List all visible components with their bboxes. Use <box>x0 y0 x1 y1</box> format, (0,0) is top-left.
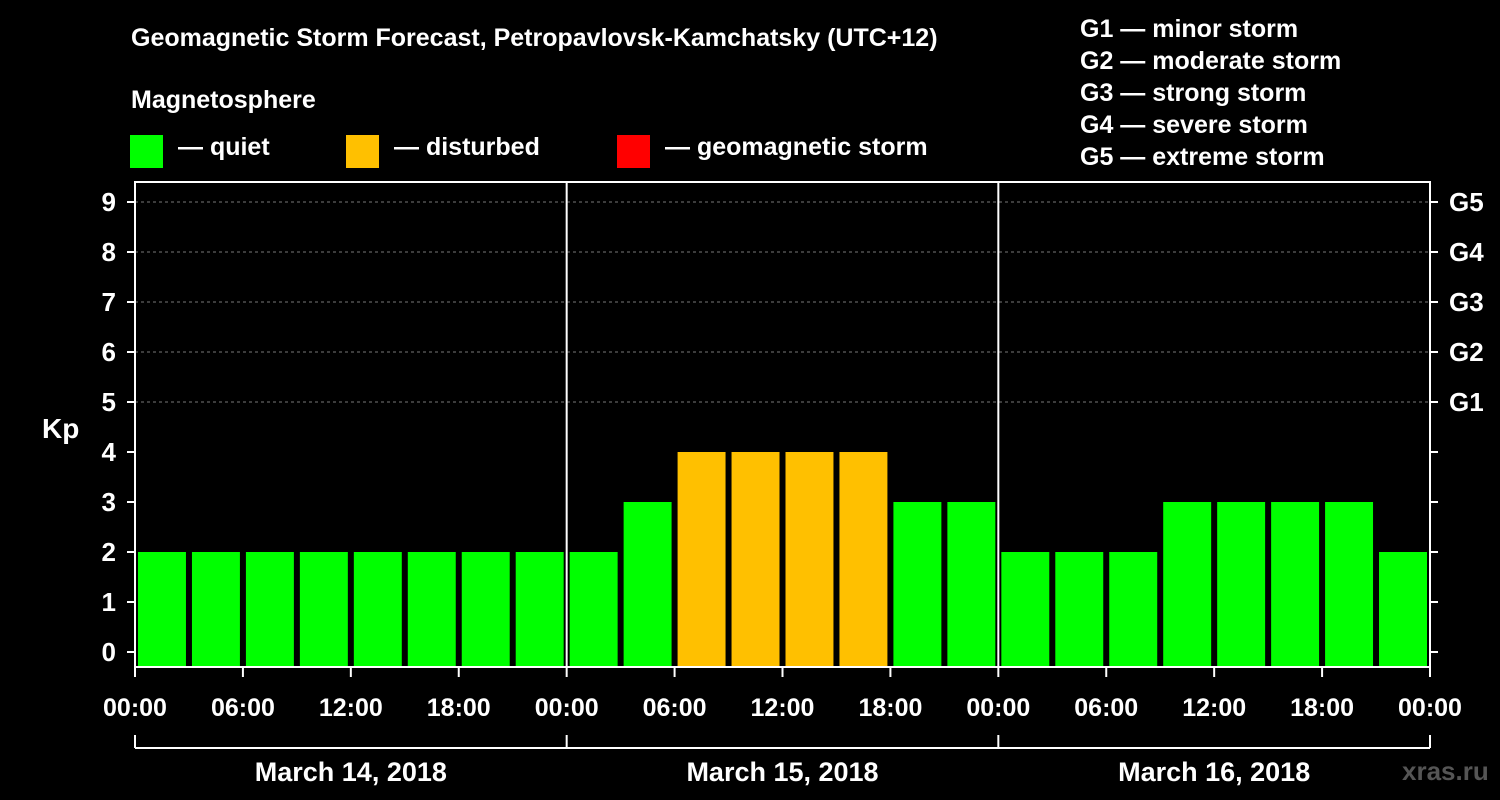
storm-level-g3: G3 — strong storm <box>1080 79 1307 107</box>
bar-7 <box>515 552 564 667</box>
xtick-label-12: 00:00 <box>1398 694 1462 722</box>
y-axis-label: Kp <box>42 413 80 444</box>
xtick-label-1: 06:00 <box>211 694 275 722</box>
xtick-label-6: 12:00 <box>751 694 815 722</box>
right-tick-label-g4: G4 <box>1449 237 1484 267</box>
storm-level-g1: G1 — minor storm <box>1080 15 1299 43</box>
day-label-1: March 15, 2018 <box>686 757 878 787</box>
ytick-label-6: 6 <box>102 337 116 367</box>
bar-2 <box>245 552 294 667</box>
legend-label-disturbed: — disturbed <box>394 133 540 161</box>
chart-title: Geomagnetic Storm Forecast, Petropavlovs… <box>131 24 938 52</box>
storm-level-g4: G4 — severe storm <box>1080 111 1308 139</box>
xtick-label-7: 18:00 <box>858 694 922 722</box>
bar-0 <box>138 552 186 667</box>
right-tick-label-g1: G1 <box>1449 387 1484 417</box>
ytick-label-7: 7 <box>102 287 116 317</box>
legend-heading: Magnetosphere <box>131 86 316 114</box>
bar-9 <box>623 502 672 667</box>
day-label-2: March 16, 2018 <box>1118 757 1310 787</box>
bar-19 <box>1163 502 1212 667</box>
xtick-label-9: 06:00 <box>1074 694 1138 722</box>
bar-1 <box>191 552 240 667</box>
storm-level-g5: G5 — extreme storm <box>1080 143 1325 171</box>
bar-12 <box>785 452 834 667</box>
ytick-label-9: 9 <box>102 187 116 217</box>
right-tick-label-g3: G3 <box>1449 287 1484 317</box>
bar-18 <box>1109 552 1158 667</box>
bar-10 <box>677 452 726 667</box>
legend-swatch-storm <box>617 135 650 168</box>
bar-4 <box>353 552 402 667</box>
xtick-label-8: 00:00 <box>966 694 1030 722</box>
legend-swatch-disturbed <box>346 135 379 168</box>
bar-16 <box>1001 552 1050 667</box>
day-label-0: March 14, 2018 <box>255 757 447 787</box>
bar-13 <box>839 452 888 667</box>
legend-label-quiet: — quiet <box>178 133 270 161</box>
bar-22 <box>1325 502 1374 667</box>
xtick-label-0: 00:00 <box>103 694 167 722</box>
ytick-label-0: 0 <box>102 637 116 667</box>
ytick-label-3: 3 <box>102 487 116 517</box>
bar-8 <box>569 552 618 667</box>
watermark: xras.ru <box>1402 756 1489 786</box>
xtick-label-3: 18:00 <box>427 694 491 722</box>
xtick-label-4: 00:00 <box>535 694 599 722</box>
legend-swatch-quiet <box>130 135 163 168</box>
ytick-label-2: 2 <box>102 537 116 567</box>
ytick-label-1: 1 <box>102 587 116 617</box>
bar-3 <box>299 552 348 667</box>
xtick-label-5: 06:00 <box>643 694 707 722</box>
bar-17 <box>1055 552 1104 667</box>
bar-11 <box>731 452 780 667</box>
right-tick-label-g5: G5 <box>1449 187 1484 217</box>
ytick-label-5: 5 <box>102 387 116 417</box>
xtick-label-11: 18:00 <box>1290 694 1354 722</box>
bar-23 <box>1379 552 1427 667</box>
bar-21 <box>1271 502 1320 667</box>
bar-15 <box>947 502 996 667</box>
bar-20 <box>1217 502 1266 667</box>
bar-6 <box>461 552 510 667</box>
right-tick-label-g2: G2 <box>1449 337 1484 367</box>
ytick-label-4: 4 <box>102 437 117 467</box>
xtick-label-10: 12:00 <box>1182 694 1246 722</box>
bar-5 <box>407 552 456 667</box>
legend-label-storm: — geomagnetic storm <box>665 133 928 161</box>
bar-14 <box>893 502 942 667</box>
storm-level-g2: G2 — moderate storm <box>1080 47 1342 75</box>
xtick-label-2: 12:00 <box>319 694 383 722</box>
ytick-label-8: 8 <box>102 237 116 267</box>
